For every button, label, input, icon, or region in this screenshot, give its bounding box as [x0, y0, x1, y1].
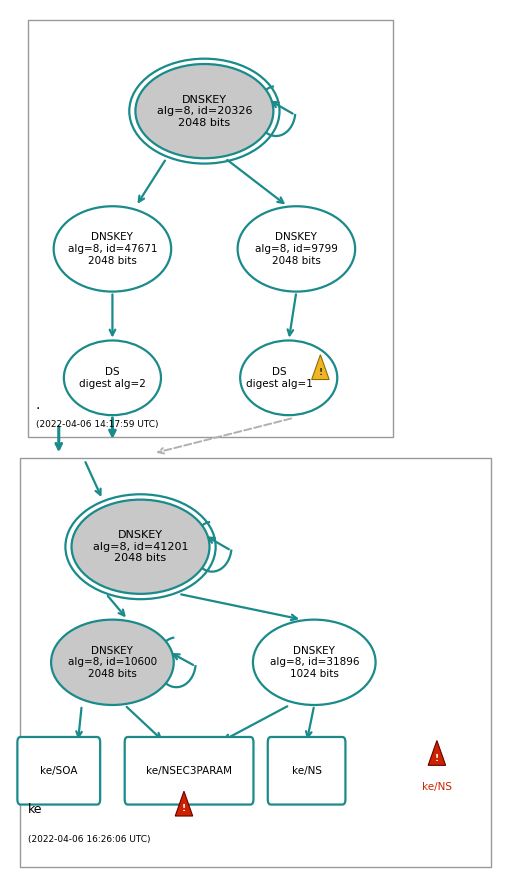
Text: DNSKEY
alg=8, id=10600
2048 bits: DNSKEY alg=8, id=10600 2048 bits [68, 645, 157, 679]
Polygon shape [175, 791, 193, 816]
FancyBboxPatch shape [28, 20, 393, 437]
Ellipse shape [64, 340, 161, 415]
Text: (2022-04-06 16:26:06 UTC): (2022-04-06 16:26:06 UTC) [28, 835, 151, 844]
Text: ke/SOA: ke/SOA [40, 765, 78, 776]
Text: DNSKEY
alg=8, id=20326
2048 bits: DNSKEY alg=8, id=20326 2048 bits [157, 94, 252, 128]
Text: DNSKEY
alg=8, id=31896
1024 bits: DNSKEY alg=8, id=31896 1024 bits [269, 645, 359, 679]
FancyBboxPatch shape [20, 458, 491, 867]
FancyBboxPatch shape [17, 737, 100, 805]
Text: ke/NS: ke/NS [422, 781, 452, 792]
Text: ke: ke [28, 804, 42, 816]
FancyBboxPatch shape [125, 737, 253, 805]
Ellipse shape [238, 206, 355, 292]
Text: !: ! [435, 754, 439, 763]
Text: .: . [36, 398, 40, 412]
Text: DS
digest alg=1: DS digest alg=1 [246, 367, 313, 388]
Text: !: ! [318, 368, 322, 377]
Ellipse shape [240, 340, 337, 415]
Text: ke/NS: ke/NS [292, 765, 321, 776]
Text: (2022-04-06 14:17:59 UTC): (2022-04-06 14:17:59 UTC) [36, 420, 158, 428]
Text: ke/NSEC3PARAM: ke/NSEC3PARAM [146, 765, 232, 776]
FancyBboxPatch shape [268, 737, 345, 805]
Ellipse shape [54, 206, 171, 292]
Ellipse shape [253, 620, 376, 705]
Polygon shape [312, 355, 329, 380]
Text: DNSKEY
alg=8, id=9799
2048 bits: DNSKEY alg=8, id=9799 2048 bits [255, 232, 338, 266]
Ellipse shape [51, 620, 174, 705]
Text: !: ! [182, 805, 186, 813]
Ellipse shape [135, 64, 273, 158]
Polygon shape [428, 741, 446, 765]
Text: DNSKEY
alg=8, id=47671
2048 bits: DNSKEY alg=8, id=47671 2048 bits [67, 232, 157, 266]
Ellipse shape [72, 500, 210, 594]
Text: DNSKEY
alg=8, id=41201
2048 bits: DNSKEY alg=8, id=41201 2048 bits [93, 530, 188, 564]
Text: DS
digest alg=2: DS digest alg=2 [79, 367, 146, 388]
